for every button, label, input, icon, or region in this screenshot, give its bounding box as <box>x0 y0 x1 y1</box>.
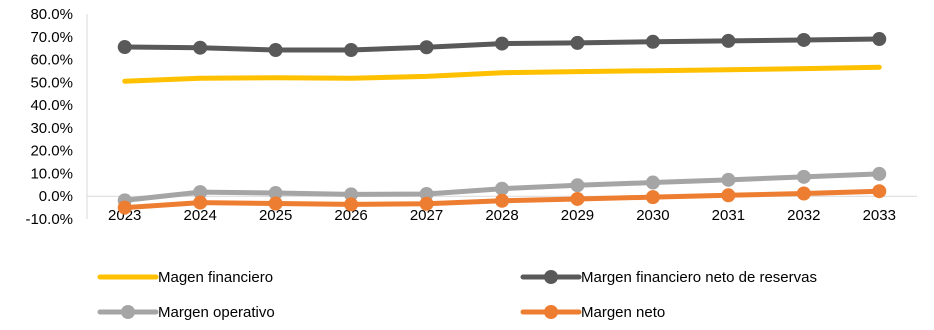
chart-axes: 80.0% 70.0% 60.0% 50.0% 40.0% 30.0% 20.0% 10.0%… <box>25 6 917 228</box>
y-tick-label: 20.0% <box>30 143 73 160</box>
data-point <box>495 181 509 196</box>
series-4 <box>117 184 887 215</box>
data-point <box>344 197 359 212</box>
legend-swatch-marker <box>121 305 135 319</box>
data-point <box>117 200 132 215</box>
data-point <box>645 190 660 205</box>
y-tick-label: -10.0% <box>25 211 73 228</box>
data-point <box>419 196 434 211</box>
data-point <box>193 185 208 200</box>
legend-item: Margen neto <box>520 304 665 321</box>
data-point <box>193 195 208 210</box>
data-point <box>721 33 736 48</box>
data-point <box>419 40 434 55</box>
data-point <box>268 196 283 211</box>
y-tick-label: 60.0% <box>30 52 73 69</box>
data-point <box>645 34 660 49</box>
data-point <box>796 169 811 184</box>
data-point <box>495 36 509 51</box>
data-point <box>344 187 359 202</box>
data-point <box>117 40 132 55</box>
series-line <box>122 64 882 84</box>
x-tick-label: 2024 <box>183 207 216 224</box>
y-tick-label: 70.0% <box>30 29 73 46</box>
x-tick-label: 2033 <box>863 207 896 224</box>
data-point <box>268 186 283 201</box>
x-tick-label: 2026 <box>334 207 367 224</box>
x-tick-label: 2028 <box>485 207 518 224</box>
series-1 <box>122 64 882 84</box>
data-point <box>721 172 736 187</box>
data-point <box>645 175 660 190</box>
legend-item: Magen financiero <box>97 269 273 286</box>
data-point <box>570 35 585 50</box>
data-point <box>419 186 434 201</box>
x-tick-label: 2027 <box>410 207 443 224</box>
data-point <box>495 193 509 208</box>
x-tick-label: 2029 <box>561 207 594 224</box>
legend-label: Margen financiero neto de reservas <box>581 269 817 286</box>
y-tick-label: 30.0% <box>30 120 73 137</box>
data-point <box>570 178 585 193</box>
legend-swatch-marker <box>544 305 558 319</box>
legend-item: Margen financiero neto de reservas <box>520 269 817 286</box>
y-tick-label: 80.0% <box>30 6 73 23</box>
data-point <box>796 186 811 201</box>
data-point <box>268 42 283 57</box>
data-point <box>796 32 811 47</box>
series-layer <box>117 32 887 215</box>
legend-item: Margen operativo <box>97 304 275 321</box>
legend-label: Magen financiero <box>158 269 273 286</box>
y-tick-label: 10.0% <box>30 165 73 182</box>
x-tick-label: 2023 <box>108 207 141 224</box>
series-2 <box>117 32 887 57</box>
legend-label: Margen operativo <box>158 304 275 321</box>
series-3 <box>117 166 887 208</box>
x-tick-label: 2025 <box>259 207 292 224</box>
chart-legend: Magen financiero Margen financiero neto d… <box>97 269 817 321</box>
y-tick-label: 50.0% <box>30 74 73 91</box>
y-tick-label: 40.0% <box>30 97 73 114</box>
x-tick-label: 2031 <box>712 207 745 224</box>
data-point <box>193 40 208 55</box>
data-point <box>872 166 887 181</box>
x-tick-label: 2030 <box>636 207 669 224</box>
data-point <box>872 32 887 47</box>
data-point <box>872 184 887 199</box>
data-point <box>344 42 359 57</box>
data-point <box>570 191 585 206</box>
x-tick-label: 2032 <box>787 207 820 224</box>
y-tick-label: 0.0% <box>39 188 73 205</box>
legend-swatch-marker <box>544 270 558 284</box>
data-point <box>721 188 736 203</box>
legend-label: Margen neto <box>581 304 665 321</box>
